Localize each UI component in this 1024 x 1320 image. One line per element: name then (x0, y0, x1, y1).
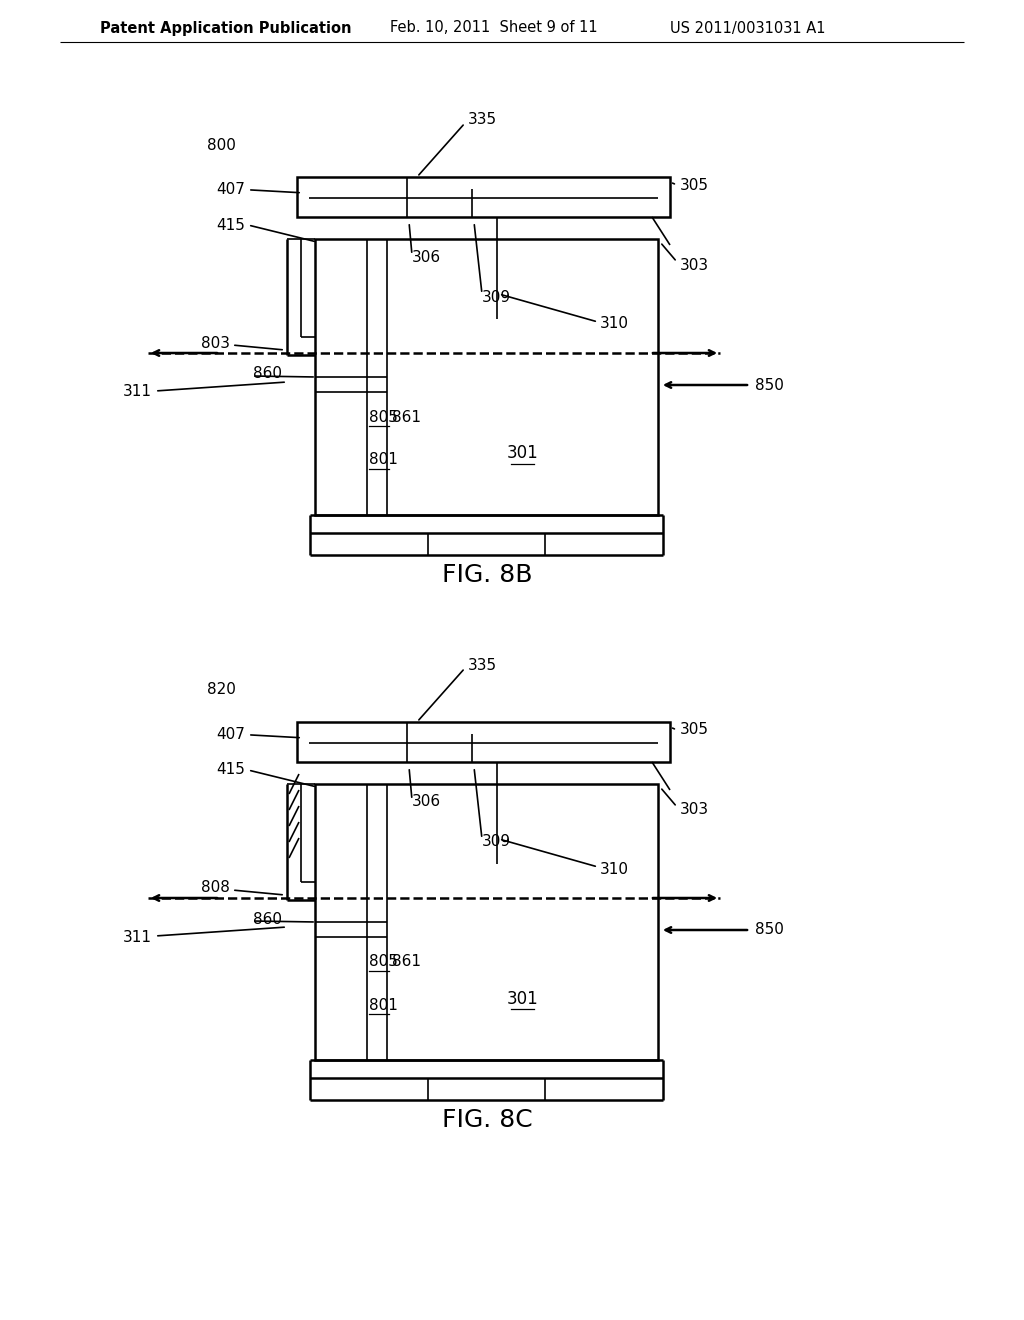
Text: FIG. 8B: FIG. 8B (441, 564, 532, 587)
Text: FIG. 8C: FIG. 8C (441, 1107, 532, 1133)
Text: 306: 306 (412, 795, 441, 809)
Text: 850: 850 (755, 378, 784, 392)
Text: 310: 310 (600, 317, 629, 331)
Text: US 2011/0031031 A1: US 2011/0031031 A1 (670, 21, 825, 36)
Text: 305: 305 (680, 177, 709, 193)
Text: 808: 808 (201, 880, 230, 895)
Text: 801: 801 (369, 998, 398, 1012)
Bar (297, 177, 670, 216)
Text: 305: 305 (680, 722, 709, 738)
Text: 309: 309 (482, 834, 511, 850)
Text: 301: 301 (507, 990, 539, 1007)
Text: 309: 309 (482, 289, 511, 305)
Text: Patent Application Publication: Patent Application Publication (100, 21, 351, 36)
Bar (315, 784, 658, 1060)
Text: 303: 303 (680, 257, 710, 272)
Text: 335: 335 (468, 657, 497, 672)
Text: 311: 311 (123, 929, 152, 945)
Text: 861: 861 (392, 409, 421, 425)
Text: 415: 415 (216, 218, 245, 232)
Text: Feb. 10, 2011  Sheet 9 of 11: Feb. 10, 2011 Sheet 9 of 11 (390, 21, 598, 36)
Text: 310: 310 (600, 862, 629, 876)
Text: 850: 850 (755, 923, 784, 937)
Text: 805: 805 (369, 409, 398, 425)
Text: 801: 801 (369, 453, 398, 467)
Text: 860: 860 (253, 912, 282, 927)
Text: 820: 820 (207, 682, 236, 697)
Text: 803: 803 (201, 335, 230, 351)
Text: 303: 303 (680, 803, 710, 817)
Text: 407: 407 (216, 182, 245, 197)
Text: 805: 805 (369, 954, 398, 969)
Text: 335: 335 (468, 112, 497, 128)
Text: 800: 800 (207, 137, 236, 153)
Text: 301: 301 (507, 445, 539, 462)
Text: 860: 860 (253, 367, 282, 381)
Text: 311: 311 (123, 384, 152, 400)
Text: 415: 415 (216, 763, 245, 777)
Text: 306: 306 (412, 249, 441, 264)
Bar (315, 239, 658, 515)
Text: 861: 861 (392, 954, 421, 969)
Text: 407: 407 (216, 727, 245, 742)
Bar (297, 722, 670, 762)
